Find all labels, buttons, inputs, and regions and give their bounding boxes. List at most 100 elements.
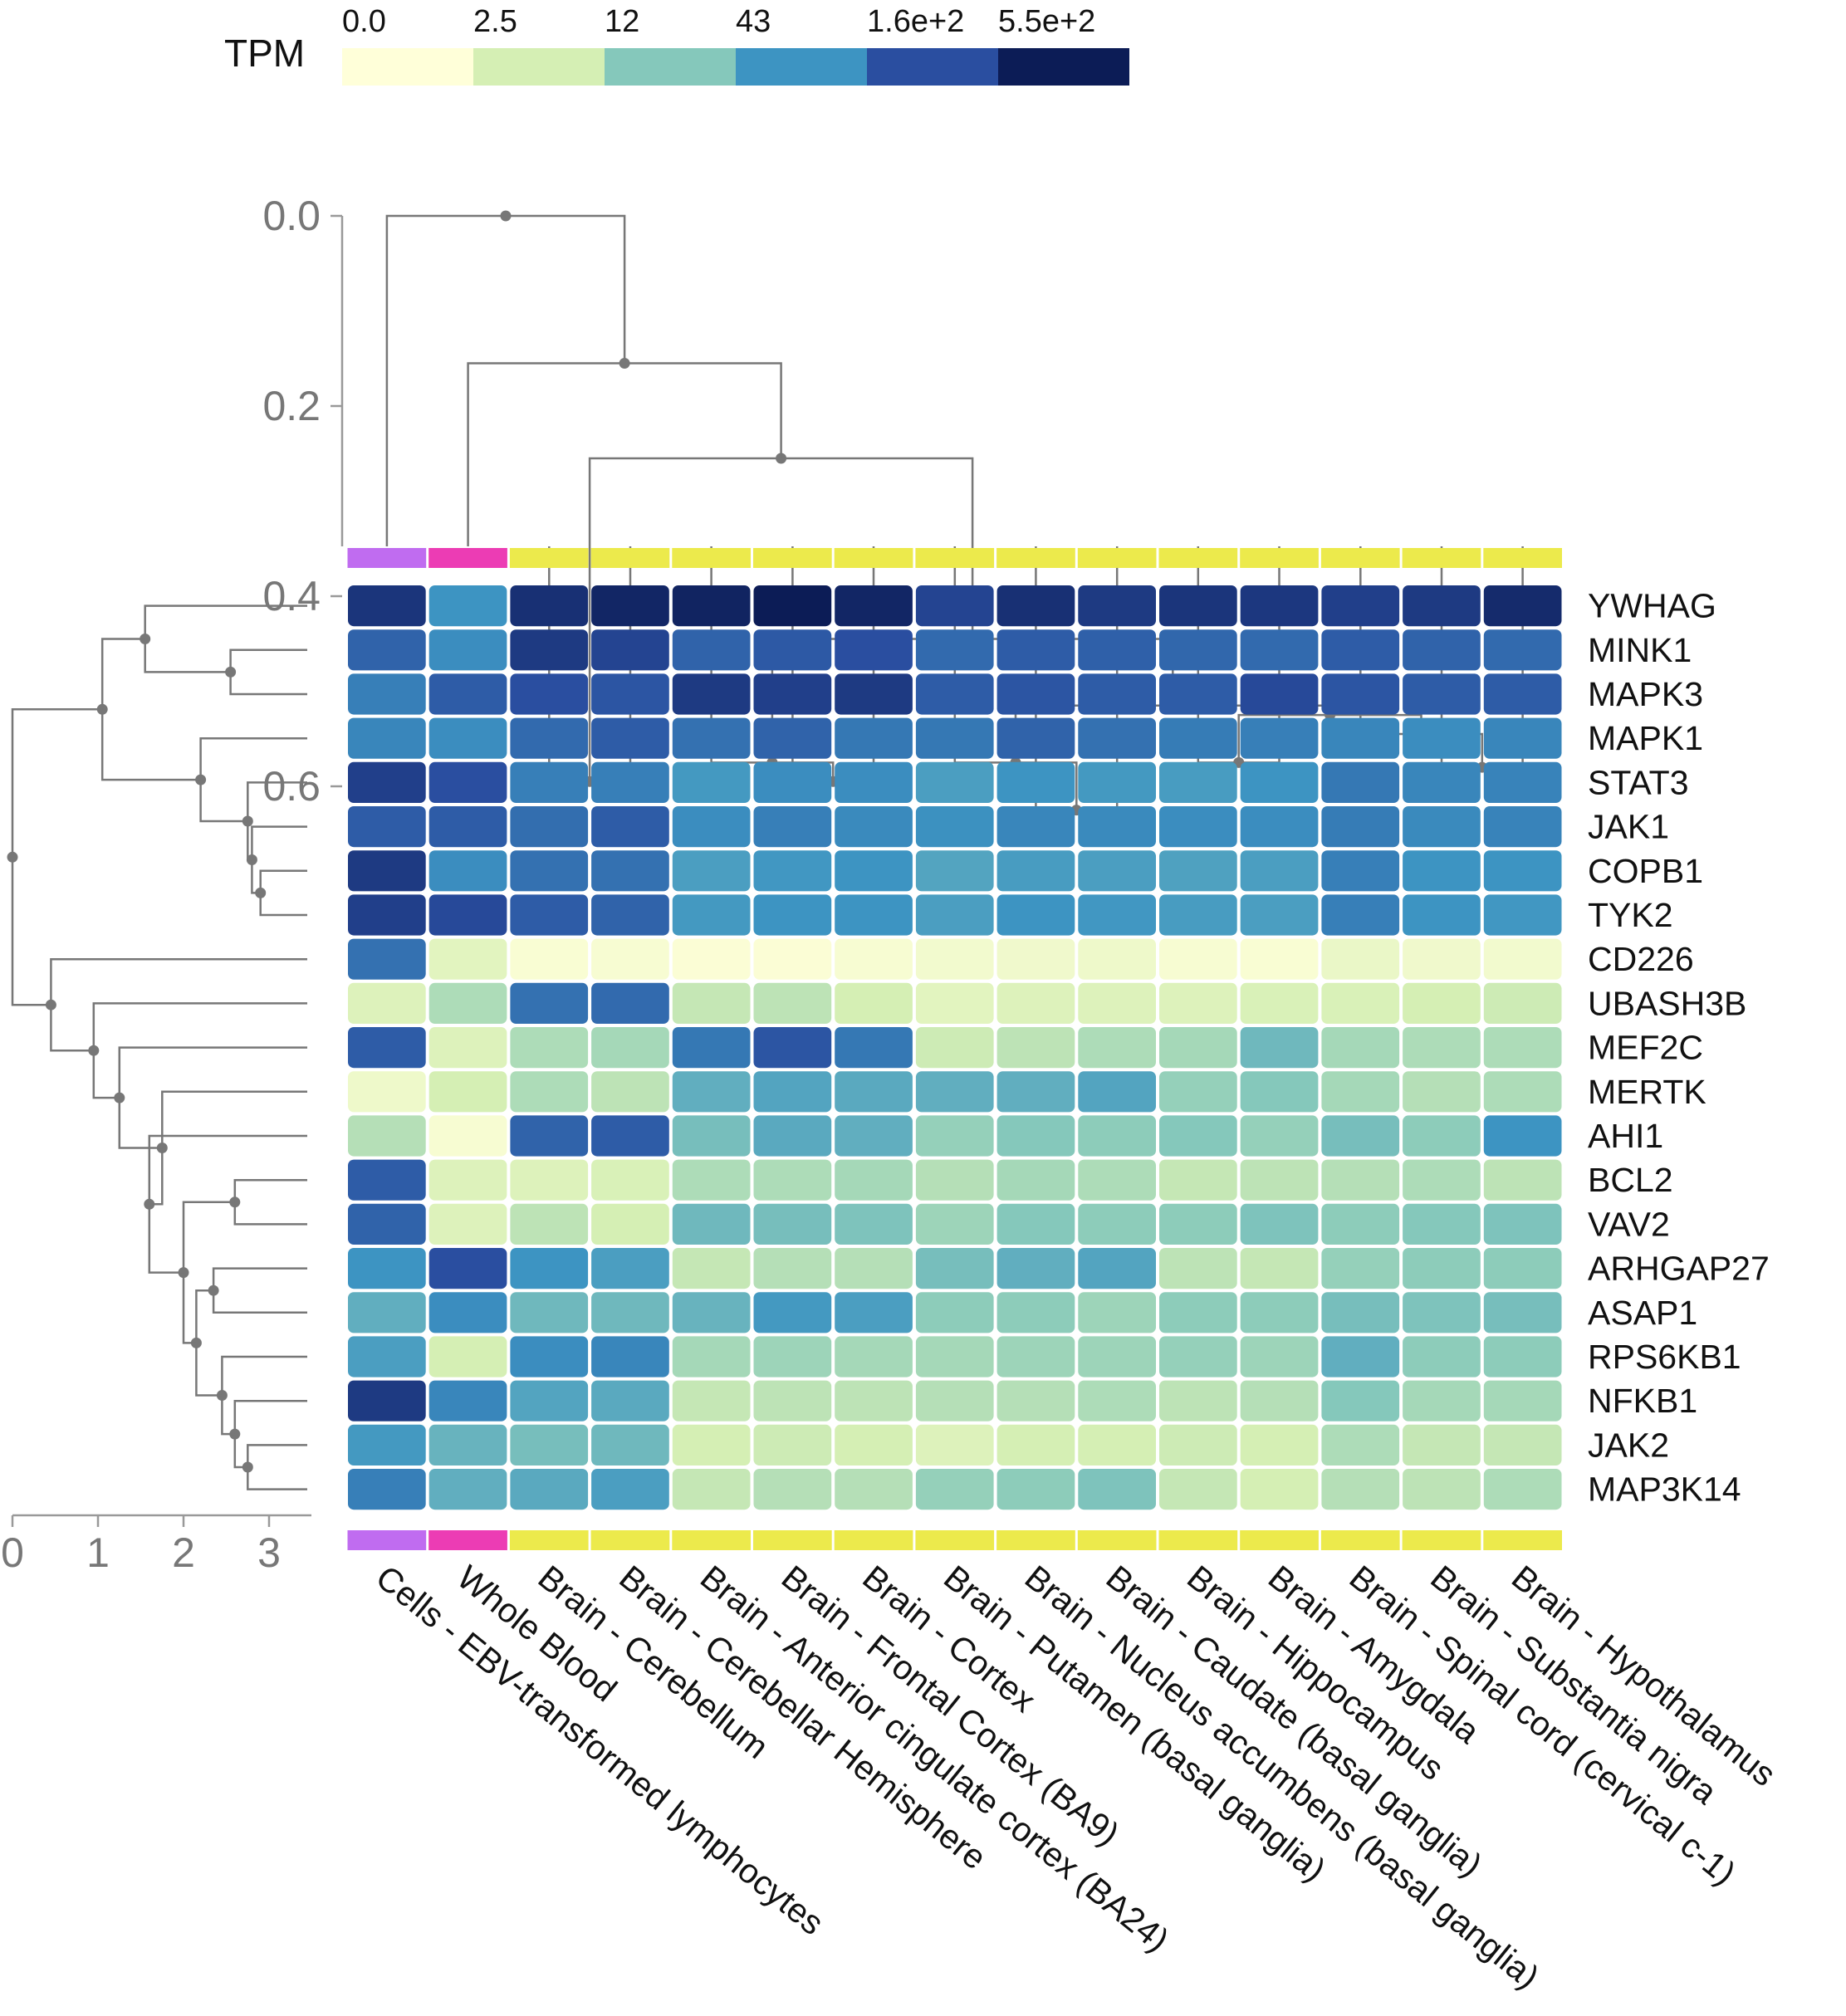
heatmap-cell — [1159, 1027, 1237, 1069]
heatmap-cell — [753, 761, 832, 803]
tissue-group-bar — [1077, 1530, 1157, 1550]
heatmap-cell — [428, 1115, 507, 1157]
heatmap-cell — [428, 761, 507, 803]
heatmap-cell — [1240, 1248, 1319, 1289]
heatmap-cell — [510, 673, 589, 715]
heatmap-cell — [915, 717, 994, 759]
legend-tick-label: 1.6e+2 — [867, 4, 964, 39]
heatmap-cell — [753, 1424, 832, 1466]
left-dendrogram-link — [50, 957, 307, 1052]
heatmap-cell — [1078, 938, 1156, 980]
heatmap-cell — [1483, 629, 1562, 671]
gene-label: ARHGAP27 — [1588, 1250, 1770, 1288]
heatmap-cell — [428, 1469, 507, 1510]
heatmap-cell — [591, 1248, 669, 1289]
heatmap-cell — [591, 982, 669, 1024]
legend-tick-label: 0.0 — [342, 4, 386, 39]
legend-swatch-0 — [342, 48, 473, 86]
heatmap-cell — [1483, 894, 1562, 936]
left-dendrogram-node — [7, 851, 18, 863]
heatmap-cell — [1403, 894, 1481, 936]
gene-label: MINK1 — [1588, 631, 1692, 669]
heatmap-cell — [1483, 806, 1562, 848]
heatmap-cell — [1159, 1159, 1237, 1201]
heatmap-cell — [510, 982, 589, 1024]
tissue-group-bar — [428, 548, 507, 568]
left-dendrogram-link — [100, 638, 201, 781]
heatmap-cell — [1240, 629, 1319, 671]
heatmap-cell — [915, 1469, 994, 1510]
heatmap-cell — [996, 1248, 1075, 1289]
heatmap-cell — [672, 894, 751, 936]
heatmap-cell — [835, 761, 913, 803]
heatmap-cell — [1483, 1159, 1562, 1201]
heatmap-cell — [348, 1292, 426, 1333]
heatmap-cell — [1078, 761, 1156, 803]
legend-title: TPM — [224, 32, 305, 75]
gene-label: TYK2 — [1588, 896, 1673, 934]
heatmap-cell — [428, 1424, 507, 1466]
heatmap-cell — [428, 629, 507, 671]
heatmap-cell — [915, 1292, 994, 1333]
heatmap-cell — [1078, 1380, 1156, 1421]
legend-swatch-4 — [867, 48, 998, 86]
heatmap-cell — [1321, 1292, 1400, 1333]
gene-label: JAK1 — [1588, 808, 1669, 846]
heatmap-cell — [1483, 717, 1562, 759]
top-dendrogram-node — [500, 210, 512, 222]
heatmap-cell — [1240, 806, 1319, 848]
tissue-group-bar — [834, 1530, 913, 1550]
heatmap-cell — [996, 1115, 1075, 1157]
heatmap-cell — [835, 850, 913, 892]
heatmap-cell — [915, 585, 994, 627]
gene-label: BCL2 — [1588, 1161, 1673, 1199]
heatmap-cell — [348, 673, 426, 715]
gene-label: VAV2 — [1588, 1205, 1670, 1243]
heatmap-cell — [1321, 1027, 1400, 1069]
heatmap-cell — [835, 938, 913, 980]
heatmap-cell — [1078, 1203, 1156, 1245]
heatmap-cell — [510, 629, 589, 671]
tissue-group-bar — [753, 548, 832, 568]
legend-swatch-5 — [998, 48, 1129, 86]
heatmap-cell — [1240, 982, 1319, 1024]
heatmap-cell — [348, 585, 426, 627]
legend-tick-label: 2.5 — [473, 4, 517, 39]
heatmap-cell — [835, 1292, 913, 1333]
heatmap-cell — [428, 1336, 507, 1377]
gene-label: MAP3K14 — [1588, 1470, 1741, 1509]
heatmap-cell — [348, 982, 426, 1024]
heatmap-cell — [996, 1424, 1075, 1466]
heatmap-cell — [835, 1203, 913, 1245]
heatmap-cell — [1078, 1469, 1156, 1510]
left-axis-label: 2 — [172, 1529, 195, 1576]
heatmap-cell — [753, 894, 832, 936]
heatmap-cell — [428, 1071, 507, 1113]
heatmap-cell — [915, 806, 994, 848]
tissue-group-bar — [834, 548, 913, 568]
heatmap-cell — [672, 717, 751, 759]
heatmap-cell — [1483, 1469, 1562, 1510]
legend-swatch-3 — [736, 48, 867, 86]
heatmap-cell — [1078, 894, 1156, 936]
heatmap-cell — [996, 761, 1075, 803]
heatmap-cell — [591, 1159, 669, 1201]
heatmap-cell — [1078, 1159, 1156, 1201]
heatmap-cell — [1078, 585, 1156, 627]
tissue-group-bar — [1320, 548, 1400, 568]
tissue-labels: Cells - EBV-transformed lymphocytesWhole… — [369, 1558, 1783, 1996]
heatmap-cell — [428, 1292, 507, 1333]
heatmap-cell — [510, 1159, 589, 1201]
heatmap-cell — [1403, 1469, 1481, 1510]
heatmap-cell — [1159, 673, 1237, 715]
heatmap-cell — [348, 1336, 426, 1377]
heatmap-cell — [1159, 585, 1237, 627]
heatmap-cell — [672, 761, 751, 803]
heatmap-cell — [510, 850, 589, 892]
heatmap-cell — [835, 717, 913, 759]
left-dendrogram-link — [229, 648, 307, 696]
heatmap-cell — [1078, 850, 1156, 892]
heatmap-cell — [915, 1203, 994, 1245]
heatmap-cell — [835, 1469, 913, 1510]
legend-tick-label: 43 — [736, 4, 771, 39]
